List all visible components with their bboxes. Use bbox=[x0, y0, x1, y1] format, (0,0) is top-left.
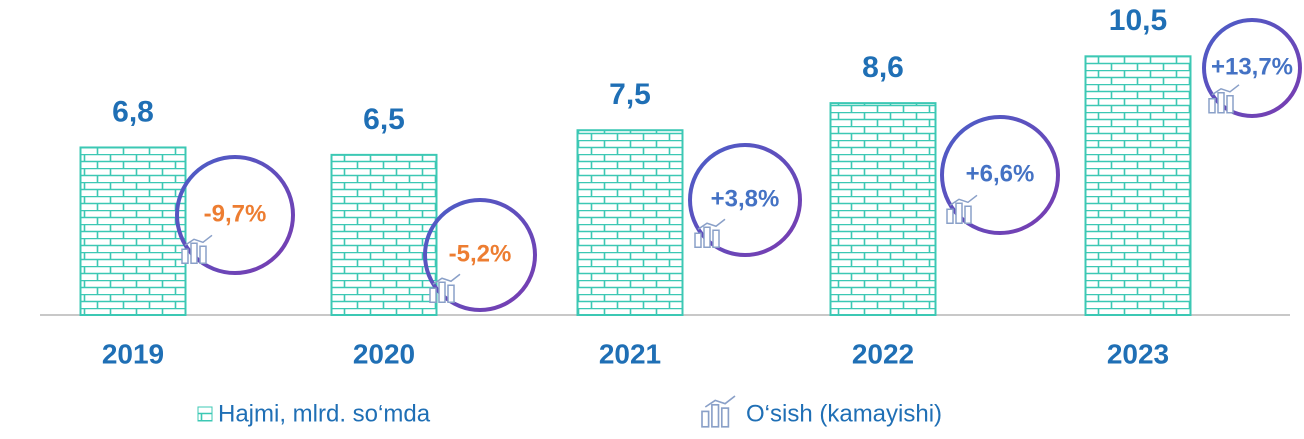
x-tick-label: 2022 bbox=[852, 338, 914, 369]
growth-ring bbox=[940, 115, 1060, 235]
legend-label: O‘sish (kamayishi) bbox=[746, 400, 942, 427]
bar bbox=[1084, 55, 1192, 317]
icon-part bbox=[694, 226, 720, 248]
legend-label: Hajmi, mlrd. so‘mda bbox=[218, 400, 431, 427]
icon-part bbox=[1211, 84, 1240, 96]
icon-part bbox=[184, 234, 213, 246]
icon-part bbox=[697, 218, 726, 230]
icon-part bbox=[432, 273, 461, 285]
value-label: 8,6 bbox=[862, 51, 904, 84]
growth-ring bbox=[423, 198, 537, 312]
legend-swatch bbox=[197, 406, 213, 422]
growth-ring bbox=[175, 155, 295, 275]
growth-icon bbox=[946, 194, 978, 225]
bar bbox=[576, 129, 684, 316]
legend-icon bbox=[701, 395, 736, 428]
bar bbox=[829, 102, 937, 316]
x-tick-label: 2023 bbox=[1107, 338, 1169, 369]
bar bbox=[330, 153, 438, 316]
growth-ring bbox=[1202, 18, 1302, 118]
icon-part bbox=[429, 281, 455, 303]
growth-ring bbox=[688, 143, 802, 257]
icon-part bbox=[949, 194, 978, 206]
growth-label: +6,6% bbox=[966, 160, 1035, 187]
value-label: 6,8 bbox=[112, 95, 154, 128]
value-label: 7,5 bbox=[609, 78, 651, 111]
x-tick-label: 2020 bbox=[353, 338, 415, 369]
value-label: 6,5 bbox=[363, 103, 405, 136]
bar bbox=[79, 146, 187, 316]
growth-icon bbox=[1208, 84, 1240, 114]
value-label: 10,5 bbox=[1109, 4, 1167, 37]
icon-part bbox=[1208, 92, 1234, 114]
growth-icon bbox=[181, 234, 213, 265]
growth-icon bbox=[694, 218, 726, 248]
x-tick-label: 2021 bbox=[599, 338, 661, 369]
icon-part bbox=[181, 242, 207, 265]
growth-label: -9,7% bbox=[204, 200, 267, 227]
growth-label: +3,8% bbox=[711, 185, 780, 212]
growth-icon bbox=[429, 273, 461, 303]
icon-part bbox=[946, 202, 972, 225]
x-tick-label: 2019 bbox=[102, 338, 164, 369]
growth-label: -5,2% bbox=[449, 240, 512, 267]
growth-label: +13,7% bbox=[1211, 53, 1293, 80]
